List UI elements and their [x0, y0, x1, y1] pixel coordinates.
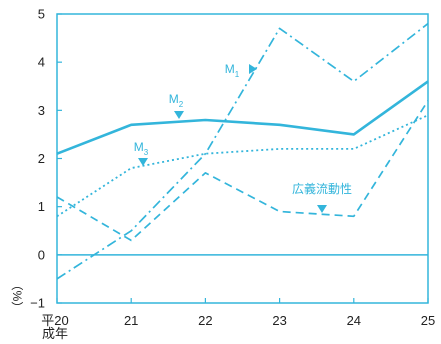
annotation-base-text: 広義流動性 [292, 181, 352, 196]
x-tick-label-line: 22 [198, 313, 212, 328]
y-tick-label: 3 [38, 103, 45, 118]
annotation-pointer-triangle [138, 158, 148, 166]
annotation-base-text: M [169, 92, 179, 106]
annotation-subscript: 1 [235, 70, 240, 79]
x-tick-label-line: 平20 [41, 313, 68, 328]
series-annotation-label: M1 [225, 62, 240, 79]
annotation-base-text: M [225, 62, 235, 76]
series-line-M2 [56, 80, 429, 155]
x-tick-label: 平20 成年 [41, 313, 68, 341]
y-tick-label: 5 [38, 7, 45, 22]
y-tick-label: 2 [38, 151, 45, 166]
y-axis-unit-label: （%） [10, 279, 24, 314]
y-tick-label: 0 [38, 247, 45, 262]
series-annotation-label: M3 [134, 140, 149, 157]
y-tick-label: −1 [30, 296, 45, 311]
plot-frame [56, 13, 429, 304]
annotation-subscript: 3 [144, 148, 149, 157]
x-tick-label: 24 [347, 313, 361, 328]
x-tick-label-line: 成年 [42, 326, 68, 341]
chart-axes [56, 13, 429, 304]
x-tick-label: 23 [272, 313, 286, 328]
annotation-subscript: 2 [179, 100, 184, 109]
series-annotation-label: 広義流動性 [292, 181, 352, 196]
x-tick-label: 22 [198, 313, 212, 328]
series-annotation-label: M2 [169, 92, 184, 109]
annotation-base-text: M [134, 140, 144, 154]
x-tick-label: 21 [124, 313, 138, 328]
y-tick-label: 1 [38, 199, 45, 214]
chart-series-lines [56, 22, 429, 280]
series-line-M1 [56, 22, 429, 280]
x-tick-label-line: 21 [124, 313, 138, 328]
x-tick-label: 25 [421, 313, 435, 328]
x-tick-label-line: 23 [272, 313, 286, 328]
annotation-pointer-triangle [249, 64, 257, 74]
annotation-pointer-triangle [174, 111, 184, 119]
x-tick-label-line: 24 [347, 313, 361, 328]
series-line-M3 [56, 114, 429, 218]
annotation-pointer-triangle [317, 205, 327, 213]
x-tick-label-line: 25 [421, 313, 435, 328]
y-tick-label: 4 [38, 55, 45, 70]
series-line-広義流動性 [56, 100, 429, 242]
